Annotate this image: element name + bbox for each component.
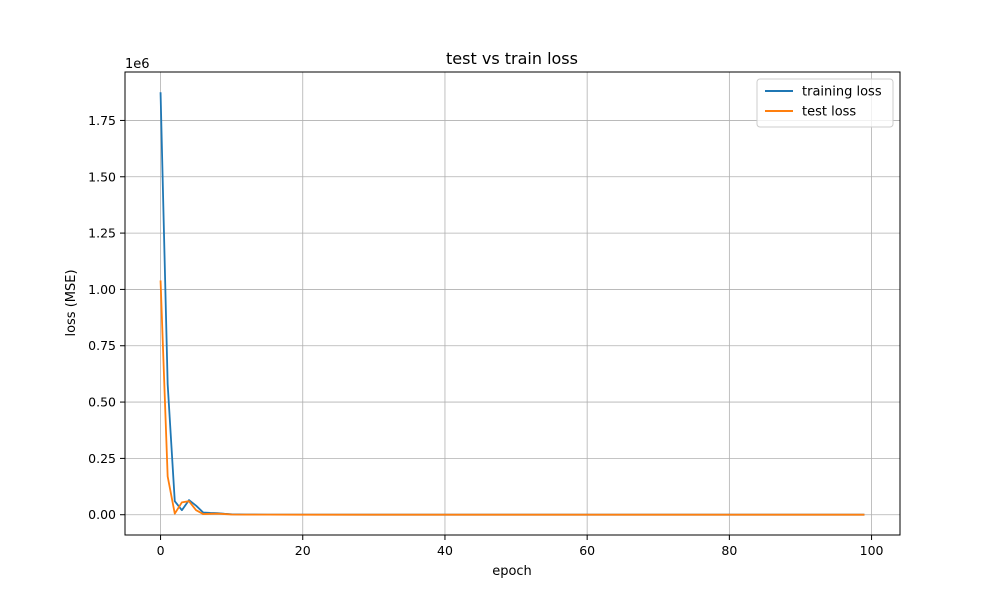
x-axis-label: epoch (492, 564, 532, 579)
x-tick-label: 80 (721, 543, 737, 558)
x-tick-label: 20 (295, 543, 311, 558)
y-tick-label: 1.75 (88, 113, 116, 128)
x-tick-label: 100 (860, 543, 884, 558)
series-line-training-loss (159, 92, 865, 516)
y-tick-label: 0.75 (88, 338, 116, 353)
grid-lines (125, 72, 900, 535)
y-tick-label: 0.25 (88, 451, 116, 466)
x-axis-ticks: 0 20 40 60 80 100 (157, 535, 884, 558)
y-tick-label: 1.50 (88, 169, 116, 184)
plot-area-frame (124, 71, 901, 536)
legend: training loss test loss (756, 78, 894, 128)
legend-label-training-loss: training loss (802, 85, 882, 100)
y-tick-label: 1.25 (88, 226, 116, 241)
y-tick-label: 0.00 (88, 507, 116, 522)
x-tick-label: 60 (579, 543, 595, 558)
chart-title: test vs train loss (446, 49, 578, 68)
y-axis-offset-text: 1e6 (125, 57, 150, 72)
y-tick-label: 0.50 (88, 395, 116, 410)
series-lines (159, 92, 865, 516)
x-tick-label: 40 (437, 543, 453, 558)
legend-label-test-loss: test loss (802, 105, 856, 120)
series-line-test-loss (159, 280, 865, 516)
y-tick-label: 1.00 (88, 282, 116, 297)
x-tick-label: 0 (157, 543, 165, 558)
y-axis-label: loss (MSE) (64, 269, 79, 336)
y-axis-ticks: 0.00 0.25 0.50 0.75 1.00 1.25 1.50 1.75 (88, 113, 125, 522)
